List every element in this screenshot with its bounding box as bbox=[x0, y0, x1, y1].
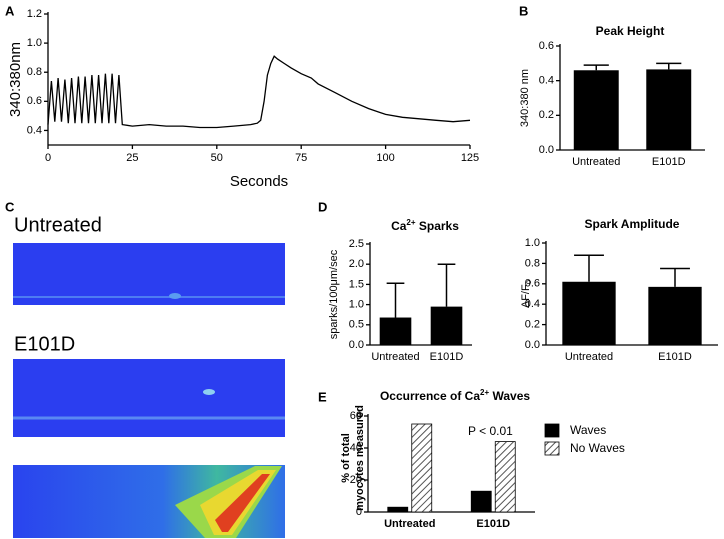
y-tick-label: 20 bbox=[350, 474, 362, 486]
text-part: 2+ bbox=[406, 218, 415, 227]
bar bbox=[387, 506, 409, 513]
text-part: Ca bbox=[391, 219, 407, 233]
annotation: P < 0.01 bbox=[468, 424, 513, 438]
x-tick-label: 25 bbox=[126, 152, 138, 164]
y-tick-label: 0.6 bbox=[27, 95, 42, 107]
text-part: Waves bbox=[489, 389, 530, 403]
chart-title: Ca2+ Sparks bbox=[391, 218, 459, 233]
x-tick-label: 100 bbox=[376, 152, 394, 164]
text-part: Sparks bbox=[416, 219, 460, 233]
linescan-image bbox=[13, 359, 285, 437]
panel-letter: B bbox=[519, 3, 528, 18]
x-tick-label: E101D bbox=[476, 518, 510, 530]
y-tick-label: 2.5 bbox=[349, 238, 364, 250]
y-tick-label: 0.4 bbox=[525, 298, 540, 310]
y-tick-label: 60 bbox=[350, 410, 362, 422]
x-tick-label: E101D bbox=[430, 351, 464, 363]
x-tick-label: Untreated bbox=[384, 518, 435, 530]
x-tick-label: 75 bbox=[295, 152, 307, 164]
x-tick-label: E101D bbox=[652, 156, 686, 168]
y-tick-label: 0.0 bbox=[539, 144, 554, 156]
panel-letter: C bbox=[5, 199, 15, 214]
image-spark bbox=[203, 389, 215, 395]
y-axis-label: sparks/100μm/sec bbox=[328, 249, 340, 339]
text-part: o bbox=[524, 279, 533, 284]
y-axis-label: 340:380 nm bbox=[519, 69, 531, 127]
text-part: 2+ bbox=[480, 388, 489, 397]
x-tick-label: E101D bbox=[658, 351, 692, 363]
y-tick-label: 1.5 bbox=[349, 278, 364, 290]
y-tick-label: 1.0 bbox=[525, 237, 540, 249]
x-tick-label: 0 bbox=[45, 152, 51, 164]
legend-label: No Waves bbox=[570, 441, 625, 455]
text-part: Occurrence of Ca bbox=[380, 389, 480, 403]
y-tick-label: 1.2 bbox=[27, 8, 42, 20]
chart-title: ΔF/Fo bbox=[520, 279, 533, 308]
bar bbox=[494, 441, 516, 513]
bar bbox=[470, 490, 492, 513]
y-axis-label: myocytes measured bbox=[354, 405, 366, 511]
y-tick-label: 0.8 bbox=[525, 257, 540, 269]
bar bbox=[573, 70, 619, 150]
x-tick-label: 50 bbox=[211, 152, 223, 164]
y-tick-label: 0.5 bbox=[349, 319, 364, 331]
y-axis-label: 340:380nm bbox=[7, 42, 24, 117]
chart-title: Spark Amplitude bbox=[585, 217, 680, 231]
legend-swatch bbox=[544, 441, 560, 456]
bar bbox=[430, 306, 463, 345]
image-label: Untreated bbox=[14, 214, 102, 236]
text-part: ΔF/F bbox=[520, 284, 532, 308]
panel-letter: A bbox=[5, 3, 15, 18]
y-tick-label: 0.4 bbox=[539, 75, 554, 87]
bar bbox=[646, 69, 692, 150]
legend-swatch bbox=[544, 423, 560, 438]
y-axis-label: % of total bbox=[340, 433, 352, 483]
x-tick-label: Untreated bbox=[371, 351, 419, 363]
bar bbox=[379, 317, 412, 345]
bar bbox=[411, 423, 433, 513]
y-tick-label: 0.0 bbox=[525, 339, 540, 351]
y-tick-label: 1.0 bbox=[27, 37, 42, 49]
x-tick-label: Untreated bbox=[565, 351, 613, 363]
chart-title: Peak Height bbox=[596, 24, 665, 38]
x-tick-label: 125 bbox=[461, 152, 479, 164]
panel-letter: D bbox=[318, 199, 327, 214]
image-label: E101D bbox=[14, 333, 75, 355]
y-tick-label: 0.6 bbox=[525, 278, 540, 290]
x-axis-label: Seconds bbox=[230, 173, 288, 190]
y-tick-label: 1.0 bbox=[349, 299, 364, 311]
y-tick-label: 0.0 bbox=[349, 339, 364, 351]
y-tick-label: 2.0 bbox=[349, 258, 364, 270]
linescan-image bbox=[13, 243, 285, 305]
y-tick-label: 40 bbox=[350, 442, 362, 454]
panel-letter: E bbox=[318, 389, 327, 404]
image-wave bbox=[215, 474, 270, 532]
image-spark bbox=[169, 293, 181, 299]
bar bbox=[648, 286, 702, 345]
chart-title: Occurrence of Ca2+ Waves bbox=[380, 388, 530, 403]
y-tick-label: 0.6 bbox=[539, 40, 554, 52]
y-tick-label: 0.2 bbox=[539, 109, 554, 121]
y-tick-label: 0.4 bbox=[27, 124, 42, 136]
bar bbox=[562, 281, 616, 345]
y-tick-label: 0 bbox=[356, 506, 362, 518]
x-tick-label: Untreated bbox=[572, 156, 620, 168]
y-tick-label: 0.2 bbox=[525, 319, 540, 331]
y-tick-label: 0.8 bbox=[27, 66, 42, 78]
legend-label: Waves bbox=[570, 423, 606, 437]
trace-line bbox=[47, 55, 471, 129]
